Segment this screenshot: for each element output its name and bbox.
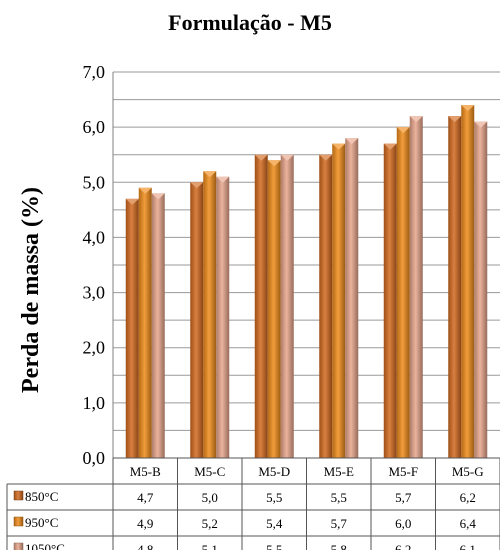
bar-cap — [216, 176, 230, 183]
bar — [280, 154, 294, 458]
bar — [190, 182, 204, 459]
bar-cap — [125, 198, 139, 205]
data-label: 6,0 — [395, 516, 411, 531]
bar-cap — [254, 154, 268, 161]
y-tick-label: 5,0 — [83, 172, 106, 192]
category-label: M5-G — [452, 464, 484, 479]
bar — [203, 171, 217, 458]
data-label: 5,5 — [266, 542, 282, 550]
y-axis-label: Perda de massa (%) — [18, 187, 44, 393]
data-label: 6,2 — [460, 490, 476, 505]
y-tick-label: 6,0 — [83, 117, 106, 137]
legend-entry: 850°C — [25, 489, 58, 504]
bar — [319, 154, 333, 458]
data-label: 4,9 — [137, 516, 153, 531]
data-label: 5,7 — [395, 490, 412, 505]
bar-cap — [474, 121, 488, 128]
data-label: 5,5 — [331, 490, 347, 505]
bar-cap — [332, 143, 346, 150]
legend-swatch — [13, 516, 24, 527]
bar — [461, 105, 475, 458]
bar — [125, 198, 139, 459]
bar-cap — [409, 116, 423, 123]
data-label: 5,8 — [331, 542, 347, 550]
data-label: 6,2 — [395, 542, 411, 550]
legend-entry: 1050°C — [25, 541, 65, 550]
y-tick-label: 0,0 — [83, 448, 106, 468]
data-label: 5,0 — [202, 490, 218, 505]
legend-swatch — [13, 542, 24, 550]
bar-cap — [345, 138, 359, 145]
bar — [216, 176, 230, 458]
y-tick-label: 4,0 — [83, 227, 106, 247]
bar — [383, 143, 397, 458]
bar — [474, 121, 488, 458]
y-tick-label: 3,0 — [83, 283, 106, 303]
bar-cap — [203, 171, 217, 178]
data-label: 6,4 — [460, 516, 477, 531]
bar — [409, 116, 423, 458]
bar-cap — [190, 182, 204, 189]
bar — [332, 143, 346, 458]
y-tick-label: 7,0 — [83, 62, 106, 82]
bar — [345, 138, 359, 458]
bar — [151, 193, 165, 459]
bar-cap — [461, 105, 475, 112]
data-label: 4,7 — [137, 490, 154, 505]
bar-cap — [151, 193, 165, 200]
bar-cap — [448, 116, 462, 123]
bar — [267, 160, 281, 458]
legend-entry: 950°C — [25, 515, 58, 530]
category-label: M5-E — [324, 464, 354, 479]
bar — [396, 127, 410, 459]
legend-swatch — [13, 490, 24, 501]
bar-cap — [319, 154, 333, 161]
data-label: 5,4 — [266, 516, 283, 531]
data-label: 5,2 — [202, 516, 218, 531]
y-tick-label: 2,0 — [83, 338, 106, 358]
bar-cap — [383, 143, 397, 150]
bar — [448, 116, 462, 458]
category-label: M5-F — [388, 464, 418, 479]
bar-cap — [280, 154, 294, 161]
data-label: 5,1 — [202, 542, 218, 550]
category-label: M5-B — [130, 464, 161, 479]
chart-title: Formulação - M5 — [168, 10, 332, 35]
data-label: 6,1 — [460, 542, 476, 550]
data-label: 5,7 — [331, 516, 348, 531]
data-label: 4,8 — [137, 542, 153, 550]
bar-cap — [396, 127, 410, 134]
y-tick-label: 1,0 — [83, 393, 106, 413]
category-label: M5-D — [258, 464, 290, 479]
bar-cap — [267, 160, 281, 167]
bar — [254, 154, 268, 458]
bar-cap — [138, 187, 152, 194]
data-label: 5,5 — [266, 490, 282, 505]
category-label: M5-C — [194, 464, 225, 479]
bar — [138, 187, 152, 459]
